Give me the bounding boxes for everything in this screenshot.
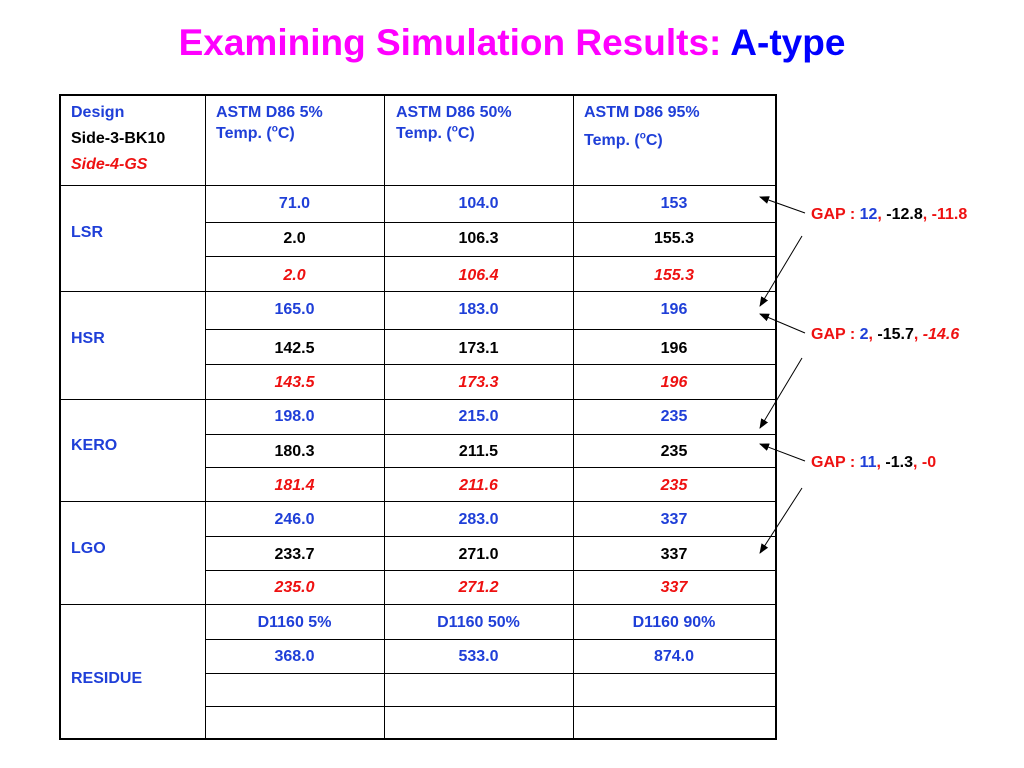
group-label-residue: RESIDUE <box>71 670 143 687</box>
table-cell: 71.0 <box>278 195 311 212</box>
table-cell: 183.0 <box>458 301 499 318</box>
arrow-lsr-bottom <box>759 235 803 307</box>
results-table: Design Side-3-BK10 Side-4-GS ASTM D86 5%… <box>59 94 777 740</box>
table-cell: 233.7 <box>274 546 315 563</box>
row-divider <box>205 222 775 223</box>
row-divider <box>61 399 775 400</box>
table-cell: 283.0 <box>458 511 499 528</box>
row-divider <box>205 639 775 640</box>
table-cell: 142.5 <box>274 340 315 357</box>
col-header-d86-5: ASTM D86 5% <box>216 104 323 121</box>
table-cell: D1160 50% <box>437 614 520 631</box>
row-divider <box>205 706 775 707</box>
row-divider <box>205 536 775 537</box>
table-cell: 235.0 <box>274 579 315 596</box>
row-divider <box>205 434 775 435</box>
gap-note-lsr: GAP : 12, -12.8, -11.8 <box>811 206 968 223</box>
table-cell: 337 <box>660 579 688 596</box>
arrow-kero-top <box>759 443 806 462</box>
table-cell: D1160 90% <box>632 614 716 631</box>
gap-note-hsr: GAP : 2, -15.7, -14.6 <box>811 326 960 343</box>
table-cell: 235 <box>660 408 688 425</box>
row-divider <box>61 291 775 292</box>
gap-note-kero: GAP : 11, -1.3, -0 <box>811 454 937 471</box>
arrow-kero-bottom <box>759 487 803 554</box>
col-divider <box>573 96 574 738</box>
col-header-d86-5-unit: Temp. (oC) <box>216 123 295 142</box>
group-label-lgo: LGO <box>71 540 106 557</box>
table-cell: 235 <box>660 477 688 494</box>
table-cell: 143.5 <box>274 374 315 391</box>
group-label-lsr: LSR <box>71 224 103 241</box>
table-cell: 2.0 <box>283 230 306 247</box>
design-label: Design <box>71 104 125 121</box>
table-cell: 104.0 <box>458 195 499 212</box>
row-divider <box>205 364 775 365</box>
arrow-hsr-top <box>759 313 806 334</box>
group-label-kero: KERO <box>71 437 118 454</box>
row-divider <box>61 185 775 186</box>
col-header-d86-95: ASTM D86 95% <box>584 104 700 121</box>
table-cell: 874.0 <box>653 648 695 665</box>
table-cell: 165.0 <box>274 301 315 318</box>
arrow-hsr-bottom <box>759 357 803 429</box>
design-case-2: Side-4-GS <box>71 156 148 173</box>
row-divider <box>61 501 775 502</box>
table-cell: 106.4 <box>458 267 499 284</box>
col-divider <box>384 96 385 738</box>
table-cell: 153 <box>660 195 688 212</box>
table-cell: 155.3 <box>653 267 695 284</box>
table-cell: 180.3 <box>274 443 315 460</box>
col-header-d86-50-unit: Temp. (oC) <box>396 123 475 142</box>
col-divider <box>205 96 206 738</box>
row-divider <box>205 329 775 330</box>
table-cell: 196 <box>660 301 688 318</box>
title-highlight: A-type <box>730 22 846 63</box>
design-case-1: Side-3-BK10 <box>71 130 166 147</box>
table-cell: 2.0 <box>283 267 306 284</box>
title-main: Examining Simulation Results: <box>178 22 722 63</box>
table-cell: 181.4 <box>274 477 315 494</box>
col-header-d86-95-unit: Temp. (oC) <box>584 130 663 149</box>
table-cell: 246.0 <box>274 511 315 528</box>
table-cell: 196 <box>660 374 688 391</box>
table-cell: 235 <box>660 443 688 460</box>
row-divider <box>205 256 775 257</box>
table-cell: 215.0 <box>458 408 499 425</box>
group-label-hsr: HSR <box>71 330 105 347</box>
arrow-lsr-top <box>759 196 806 214</box>
table-cell: 173.3 <box>458 374 499 391</box>
table-cell: 198.0 <box>274 408 315 425</box>
row-divider <box>61 604 775 605</box>
row-divider <box>205 467 775 468</box>
table-cell: 173.1 <box>458 340 499 357</box>
table-cell: 271.0 <box>458 546 499 563</box>
table-cell: 368.0 <box>274 648 315 665</box>
row-divider <box>205 673 775 674</box>
table-cell: 196 <box>660 340 688 357</box>
table-cell: D1160 5% <box>257 614 332 631</box>
row-divider <box>205 570 775 571</box>
table-cell: 155.3 <box>653 230 695 247</box>
table-cell: 211.5 <box>458 443 499 460</box>
table-cell: 533.0 <box>458 648 499 665</box>
table-cell: 271.2 <box>458 579 499 596</box>
table-cell: 337 <box>660 511 688 528</box>
table-cell: 106.3 <box>458 230 499 247</box>
col-header-d86-50: ASTM D86 50% <box>396 104 512 121</box>
slide-title: Examining Simulation Results: A-type <box>0 22 1024 64</box>
table-cell: 211.6 <box>459 477 498 494</box>
table-cell: 337 <box>660 546 688 563</box>
